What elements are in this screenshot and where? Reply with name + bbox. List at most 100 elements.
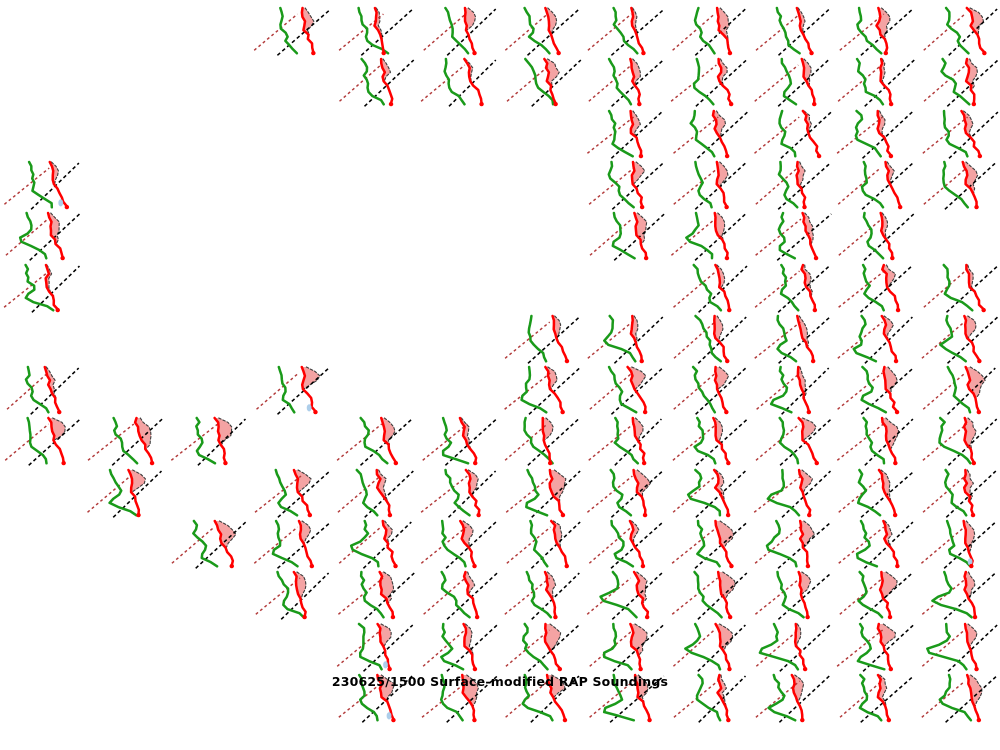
sounding-cell <box>755 160 831 210</box>
sounding-cell <box>83 109 166 160</box>
sounding-cell <box>504 365 581 415</box>
sounding-cell <box>836 622 915 672</box>
sounding-cell <box>83 160 166 211</box>
sounding-cell <box>755 673 830 723</box>
sounding-cell <box>420 519 497 569</box>
sounding-cell <box>83 263 166 314</box>
sounding-cell <box>420 58 497 108</box>
sounding-cell <box>583 263 666 314</box>
sounding-cell <box>0 57 83 108</box>
sounding-cell <box>921 314 998 364</box>
sounding-cell <box>587 468 664 518</box>
sounding-cell <box>922 365 996 415</box>
sounding-cell <box>672 417 748 467</box>
sounding-cell <box>587 109 663 159</box>
sounding-cell <box>917 211 1000 262</box>
sounding-cell <box>838 519 914 569</box>
sounding-cell <box>673 314 747 364</box>
sounding-cell <box>672 263 748 313</box>
sounding-cell <box>337 468 415 518</box>
sounding-cell <box>755 417 832 467</box>
sounding-cell <box>670 58 747 108</box>
sounding-cell <box>589 519 664 569</box>
sounding-cell <box>505 622 580 672</box>
sounding-cell <box>6 365 80 415</box>
sounding-cell <box>587 571 663 621</box>
sounding-cell <box>921 571 996 621</box>
sounding-cell <box>167 365 250 416</box>
sounding-cell <box>839 6 914 56</box>
sounding-cell <box>0 622 83 673</box>
sounding-cell <box>754 314 831 364</box>
sounding-cell <box>0 519 83 570</box>
sounding-cell <box>3 160 80 210</box>
sounding-cell <box>0 6 83 57</box>
sounding-cell <box>755 6 830 56</box>
sounding-cell <box>588 417 663 467</box>
sounding-cell <box>167 314 250 365</box>
sounding-cell <box>921 622 998 672</box>
sounding-cell <box>250 673 333 724</box>
sounding-cell <box>167 57 250 108</box>
sounding-cell <box>839 673 915 723</box>
sounding-cell <box>500 263 583 314</box>
sounding-cell <box>333 160 416 211</box>
sounding-cell <box>922 468 997 518</box>
sounding-cell <box>838 468 916 518</box>
sounding-cell <box>589 673 665 723</box>
sounding-cell <box>672 109 748 159</box>
sounding-cell <box>336 417 413 467</box>
sounding-cell <box>167 211 250 262</box>
sounding-cell <box>250 109 333 160</box>
sounding-cell <box>333 211 416 262</box>
sounding-cell <box>920 519 996 569</box>
sounding-cell <box>87 468 163 518</box>
sounding-cell <box>4 417 81 467</box>
sounding-cell <box>923 160 996 210</box>
sounding-cell <box>671 571 748 621</box>
sounding-cell <box>417 160 500 211</box>
sounding-cell <box>167 263 250 314</box>
sounding-cell <box>837 314 914 364</box>
sounding-cell <box>250 314 333 365</box>
sounding-cell <box>3 263 81 313</box>
sounding-cell <box>250 622 333 673</box>
sounding-cell <box>421 673 498 723</box>
sounding-cell <box>587 314 664 364</box>
sounding-cell <box>589 211 666 262</box>
sounding-cell <box>422 6 496 56</box>
sounding-cell <box>422 571 498 621</box>
sounding-cell <box>167 622 250 673</box>
sounding-cell <box>167 673 250 724</box>
sounding-cell <box>588 160 665 210</box>
sounding-cell <box>672 622 746 672</box>
sounding-cell <box>837 365 915 415</box>
sounding-cell <box>754 571 832 621</box>
sounding-cell <box>506 519 581 569</box>
sounding-cell <box>922 417 997 467</box>
sounding-cell <box>167 570 250 621</box>
sounding-cell <box>672 365 747 415</box>
sounding-cell <box>923 58 999 108</box>
sounding-cell <box>0 109 83 160</box>
sounding-cell <box>838 160 914 210</box>
sounding-cell <box>0 673 83 724</box>
sounding-cell <box>171 519 247 569</box>
sounding-cell <box>417 263 500 314</box>
sounding-cell <box>87 417 164 467</box>
sounding-cell <box>83 57 166 108</box>
sounding-cell <box>500 211 583 262</box>
sounding-cell <box>836 109 914 159</box>
sounding-cell <box>170 417 246 467</box>
sounding-cell <box>755 622 831 672</box>
sounding-cell <box>754 58 829 108</box>
sounding-cell <box>417 365 500 416</box>
sounding-cell <box>167 109 250 160</box>
sounding-cell <box>504 571 580 621</box>
sounding-cell <box>504 6 580 56</box>
sounding-cell <box>500 160 583 211</box>
sounding-cell <box>0 314 83 365</box>
sounding-cell <box>250 263 333 314</box>
sounding-cell <box>671 519 748 569</box>
sounding-cell <box>756 365 830 415</box>
